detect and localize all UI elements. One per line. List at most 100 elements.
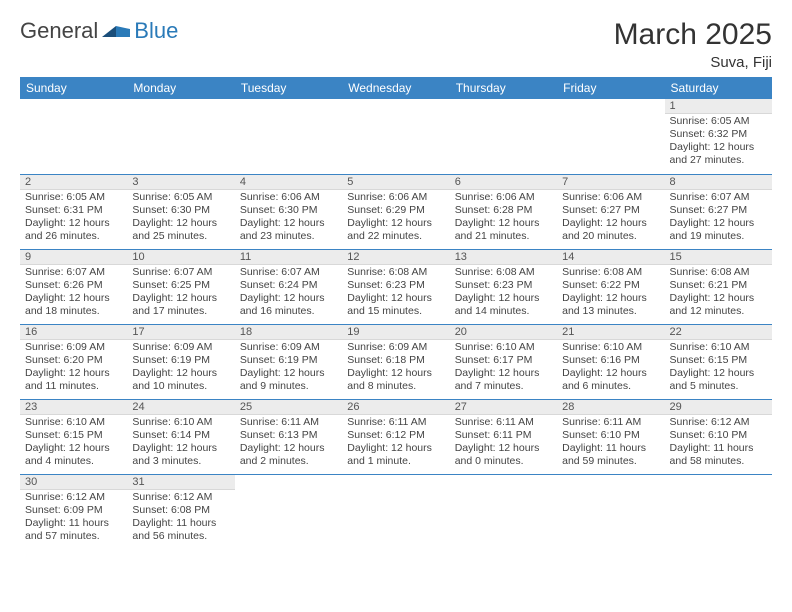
day-details: Sunrise: 6:06 AMSunset: 6:28 PMDaylight:…	[450, 190, 557, 247]
calendar-day-cell: 11Sunrise: 6:07 AMSunset: 6:24 PMDayligh…	[235, 249, 342, 324]
sunset-line: Sunset: 6:29 PM	[347, 204, 444, 217]
day-number: 19	[342, 325, 449, 340]
flag-icon	[102, 22, 130, 40]
day-details: Sunrise: 6:10 AMSunset: 6:15 PMDaylight:…	[20, 415, 127, 472]
logo: General Blue	[20, 18, 178, 44]
sunset-line: Sunset: 6:09 PM	[25, 504, 122, 517]
daylight-line: Daylight: 11 hours and 58 minutes.	[670, 442, 767, 468]
day-details: Sunrise: 6:06 AMSunset: 6:30 PMDaylight:…	[235, 190, 342, 247]
sunset-line: Sunset: 6:25 PM	[132, 279, 229, 292]
sunrise-line: Sunrise: 6:12 AM	[132, 491, 229, 504]
day-number: 24	[127, 400, 234, 415]
sunset-line: Sunset: 6:22 PM	[562, 279, 659, 292]
sunset-line: Sunset: 6:18 PM	[347, 354, 444, 367]
sunset-line: Sunset: 6:26 PM	[25, 279, 122, 292]
sunset-line: Sunset: 6:23 PM	[347, 279, 444, 292]
daylight-line: Daylight: 12 hours and 21 minutes.	[455, 217, 552, 243]
calendar-week-row: 30Sunrise: 6:12 AMSunset: 6:09 PMDayligh…	[20, 474, 772, 549]
day-details: Sunrise: 6:06 AMSunset: 6:29 PMDaylight:…	[342, 190, 449, 247]
day-number: 21	[557, 325, 664, 340]
daylight-line: Daylight: 12 hours and 9 minutes.	[240, 367, 337, 393]
daylight-line: Daylight: 12 hours and 17 minutes.	[132, 292, 229, 318]
weekday-header: Saturday	[665, 77, 772, 99]
sunset-line: Sunset: 6:16 PM	[562, 354, 659, 367]
calendar-day-cell	[665, 474, 772, 549]
sunrise-line: Sunrise: 6:06 AM	[240, 191, 337, 204]
day-details: Sunrise: 6:09 AMSunset: 6:18 PMDaylight:…	[342, 340, 449, 397]
day-number: 7	[557, 175, 664, 190]
calendar-day-cell: 24Sunrise: 6:10 AMSunset: 6:14 PMDayligh…	[127, 399, 234, 474]
day-details: Sunrise: 6:05 AMSunset: 6:32 PMDaylight:…	[665, 114, 772, 171]
day-details: Sunrise: 6:07 AMSunset: 6:24 PMDaylight:…	[235, 265, 342, 322]
day-number: 16	[20, 325, 127, 340]
day-details: Sunrise: 6:07 AMSunset: 6:25 PMDaylight:…	[127, 265, 234, 322]
daylight-line: Daylight: 12 hours and 4 minutes.	[25, 442, 122, 468]
day-details: Sunrise: 6:09 AMSunset: 6:19 PMDaylight:…	[235, 340, 342, 397]
calendar-day-cell: 21Sunrise: 6:10 AMSunset: 6:16 PMDayligh…	[557, 324, 664, 399]
daylight-line: Daylight: 12 hours and 1 minute.	[347, 442, 444, 468]
calendar-day-cell: 7Sunrise: 6:06 AMSunset: 6:27 PMDaylight…	[557, 174, 664, 249]
day-details: Sunrise: 6:12 AMSunset: 6:10 PMDaylight:…	[665, 415, 772, 472]
sunrise-line: Sunrise: 6:07 AM	[132, 266, 229, 279]
sunrise-line: Sunrise: 6:10 AM	[562, 341, 659, 354]
sunrise-line: Sunrise: 6:09 AM	[132, 341, 229, 354]
calendar-week-row: 16Sunrise: 6:09 AMSunset: 6:20 PMDayligh…	[20, 324, 772, 399]
day-number: 3	[127, 175, 234, 190]
calendar-day-cell: 3Sunrise: 6:05 AMSunset: 6:30 PMDaylight…	[127, 174, 234, 249]
sunrise-line: Sunrise: 6:09 AM	[347, 341, 444, 354]
daylight-line: Daylight: 12 hours and 26 minutes.	[25, 217, 122, 243]
day-number: 22	[665, 325, 772, 340]
sunrise-line: Sunrise: 6:07 AM	[25, 266, 122, 279]
daylight-line: Daylight: 12 hours and 25 minutes.	[132, 217, 229, 243]
sunset-line: Sunset: 6:30 PM	[132, 204, 229, 217]
day-number: 5	[342, 175, 449, 190]
day-number: 15	[665, 250, 772, 265]
calendar-day-cell	[235, 474, 342, 549]
day-number: 12	[342, 250, 449, 265]
weekday-header: Sunday	[20, 77, 127, 99]
calendar-day-cell	[235, 99, 342, 174]
day-number: 27	[450, 400, 557, 415]
sunset-line: Sunset: 6:11 PM	[455, 429, 552, 442]
sunset-line: Sunset: 6:31 PM	[25, 204, 122, 217]
calendar-day-cell: 1Sunrise: 6:05 AMSunset: 6:32 PMDaylight…	[665, 99, 772, 174]
sunset-line: Sunset: 6:27 PM	[562, 204, 659, 217]
calendar-day-cell: 5Sunrise: 6:06 AMSunset: 6:29 PMDaylight…	[342, 174, 449, 249]
calendar-day-cell: 29Sunrise: 6:12 AMSunset: 6:10 PMDayligh…	[665, 399, 772, 474]
calendar-day-cell	[557, 99, 664, 174]
sunrise-line: Sunrise: 6:11 AM	[562, 416, 659, 429]
day-details: Sunrise: 6:08 AMSunset: 6:21 PMDaylight:…	[665, 265, 772, 322]
daylight-line: Daylight: 12 hours and 16 minutes.	[240, 292, 337, 318]
calendar-day-cell	[450, 474, 557, 549]
day-number: 31	[127, 475, 234, 490]
day-number: 20	[450, 325, 557, 340]
day-number: 23	[20, 400, 127, 415]
day-details: Sunrise: 6:11 AMSunset: 6:10 PMDaylight:…	[557, 415, 664, 472]
calendar-day-cell	[342, 474, 449, 549]
calendar-table: Sunday Monday Tuesday Wednesday Thursday…	[20, 77, 772, 549]
day-number: 1	[665, 99, 772, 114]
calendar-day-cell: 23Sunrise: 6:10 AMSunset: 6:15 PMDayligh…	[20, 399, 127, 474]
header: General Blue March 2025 Suva, Fiji	[20, 18, 772, 71]
sunrise-line: Sunrise: 6:12 AM	[25, 491, 122, 504]
calendar-day-cell: 31Sunrise: 6:12 AMSunset: 6:08 PMDayligh…	[127, 474, 234, 549]
calendar-day-cell: 19Sunrise: 6:09 AMSunset: 6:18 PMDayligh…	[342, 324, 449, 399]
calendar-week-row: 9Sunrise: 6:07 AMSunset: 6:26 PMDaylight…	[20, 249, 772, 324]
calendar-week-row: 23Sunrise: 6:10 AMSunset: 6:15 PMDayligh…	[20, 399, 772, 474]
calendar-day-cell: 30Sunrise: 6:12 AMSunset: 6:09 PMDayligh…	[20, 474, 127, 549]
daylight-line: Daylight: 12 hours and 3 minutes.	[132, 442, 229, 468]
sunrise-line: Sunrise: 6:10 AM	[25, 416, 122, 429]
day-details: Sunrise: 6:07 AMSunset: 6:26 PMDaylight:…	[20, 265, 127, 322]
sunset-line: Sunset: 6:30 PM	[240, 204, 337, 217]
daylight-line: Daylight: 12 hours and 27 minutes.	[670, 141, 767, 167]
day-details: Sunrise: 6:08 AMSunset: 6:23 PMDaylight:…	[342, 265, 449, 322]
calendar-day-cell: 6Sunrise: 6:06 AMSunset: 6:28 PMDaylight…	[450, 174, 557, 249]
calendar-day-cell: 18Sunrise: 6:09 AMSunset: 6:19 PMDayligh…	[235, 324, 342, 399]
day-details: Sunrise: 6:06 AMSunset: 6:27 PMDaylight:…	[557, 190, 664, 247]
daylight-line: Daylight: 12 hours and 2 minutes.	[240, 442, 337, 468]
weekday-header: Monday	[127, 77, 234, 99]
day-details: Sunrise: 6:10 AMSunset: 6:17 PMDaylight:…	[450, 340, 557, 397]
sunrise-line: Sunrise: 6:05 AM	[132, 191, 229, 204]
day-number: 6	[450, 175, 557, 190]
calendar-day-cell: 2Sunrise: 6:05 AMSunset: 6:31 PMDaylight…	[20, 174, 127, 249]
